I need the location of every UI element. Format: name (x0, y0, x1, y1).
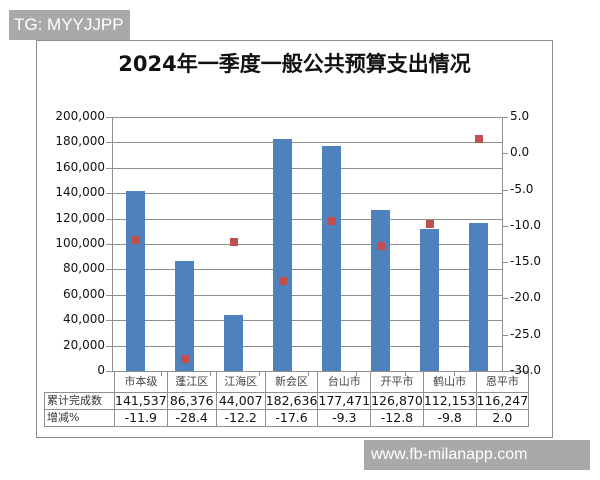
left-tick-mark (106, 167, 112, 169)
gridline (112, 218, 503, 220)
right-tick-mark (503, 371, 508, 372)
left-y-tick-label: 60,000 (63, 286, 105, 301)
bar-3 (224, 315, 244, 371)
cumulative-value: 141,537 (114, 392, 168, 410)
change-value: -9.8 (422, 409, 477, 427)
change-value: -11.9 (114, 409, 168, 427)
cumulative-value: 112,153 (422, 392, 477, 410)
bar-4 (273, 139, 293, 371)
category-label: 蓬江区 (166, 371, 217, 393)
change-marker-6 (376, 242, 385, 251)
left-tick-mark (106, 193, 112, 195)
bar-8 (468, 223, 488, 371)
category-label: 新会区 (264, 371, 319, 393)
change-marker-4 (279, 277, 288, 285)
bar-2 (175, 261, 195, 371)
category-label: 台山市 (317, 371, 372, 393)
change-value: -17.6 (264, 409, 319, 427)
change-marker-3 (230, 237, 239, 246)
change-value: -28.4 (166, 409, 217, 427)
right-tick-mark (503, 117, 508, 118)
bar-7 (419, 228, 439, 371)
watermark-bottom: www.fb-milanapp.com (364, 440, 590, 470)
left-y-tick-label: 40,000 (63, 312, 105, 327)
gridline (112, 244, 503, 245)
bar-6 (370, 209, 390, 371)
left-tick-mark (106, 294, 112, 296)
row-label-cumulative: 累计完成数 (44, 392, 115, 410)
right-tick-mark (503, 298, 508, 300)
left-tick-mark (106, 142, 112, 144)
watermark-top: TG: MYYJJPP (9, 10, 130, 40)
left-y-tick-label: 140,000 (55, 185, 105, 200)
gridline (112, 320, 503, 322)
left-tick-mark (106, 269, 112, 271)
cumulative-value: 44,007 (215, 392, 266, 410)
right-tick-mark (503, 189, 508, 191)
left-y-tick-label: 0 (97, 363, 105, 377)
gridline (112, 167, 503, 169)
category-label: 鹤山市 (422, 371, 477, 393)
bar-5 (321, 145, 341, 371)
change-value: -12.8 (370, 409, 424, 427)
right-y-tick-label: -5.0 (510, 181, 534, 196)
change-value: 2.0 (475, 409, 530, 427)
right-y-tick-label: -20.0 (510, 290, 542, 305)
left-tick-mark (106, 117, 112, 118)
plot-area (112, 117, 503, 376)
right-tick-mark (503, 225, 508, 227)
gridline (112, 345, 503, 347)
category-label: 江海区 (215, 371, 266, 393)
left-y-tick-label: 120,000 (55, 210, 105, 225)
left-tick-mark (106, 244, 112, 245)
data-table: 市本级 蓬江区 江海区 新会区 台山市 开平市 鹤山市 恩平市 累计完成数 141,537 86… (44, 371, 530, 427)
left-y-tick-label: 200,000 (55, 109, 105, 123)
right-y-tick-label: 5.0 (510, 109, 530, 123)
left-tick-mark (106, 218, 112, 220)
cumulative-row: 累计完成数 141,537 86,376 44,007 182,636 177,471 1… (44, 392, 530, 410)
right-tick-mark (503, 153, 508, 155)
left-y-tick-label: 80,000 (63, 261, 105, 276)
right-tick-mark (503, 262, 508, 264)
left-y-tick-label: 20,000 (63, 337, 105, 352)
change-marker-1 (132, 235, 141, 244)
gridline (112, 294, 503, 296)
change-marker-2 (181, 355, 190, 364)
change-value: -12.2 (215, 409, 266, 427)
gridline (112, 269, 503, 271)
bar-1 (126, 191, 146, 371)
cumulative-value: 86,376 (166, 392, 217, 410)
cumulative-value: 182,636 (264, 392, 319, 410)
right-y-tick-label: 0.0 (510, 145, 530, 160)
left-y-tick-label: 180,000 (55, 134, 105, 149)
right-y-tick-label: -30.0 (510, 363, 542, 377)
cumulative-value: 177,471 (317, 392, 372, 410)
category-label: 市本级 (114, 371, 168, 393)
left-tick-mark (106, 371, 112, 372)
change-row: 增减% -11.9 -28.4 -12.2 -17.6 -9.3 -12.8 -9.8 2.0 (44, 409, 530, 427)
right-y-tick-label: -15.0 (510, 254, 542, 269)
row-label-change: 增减% (44, 409, 115, 427)
gridline (112, 117, 503, 118)
left-tick-mark (106, 345, 112, 347)
right-y-tick-label: -25.0 (510, 326, 542, 341)
gridline (112, 193, 503, 195)
right-y-tick-label: -10.0 (510, 217, 542, 232)
chart-title: 2024年一季度一般公共预算支出情况 (118, 52, 471, 76)
category-row: 市本级 蓬江区 江海区 新会区 台山市 开平市 鹤山市 恩平市 (45, 371, 530, 393)
category-label: 开平市 (370, 371, 424, 393)
left-y-tick-label: 160,000 (55, 159, 105, 174)
cumulative-value: 116,247 (475, 392, 530, 410)
right-tick-mark (503, 334, 508, 336)
change-marker-5 (327, 216, 336, 225)
left-y-tick-label: 100,000 (55, 236, 105, 250)
change-marker-7 (425, 220, 434, 229)
gridline (112, 142, 503, 144)
change-marker-8 (474, 134, 483, 143)
left-tick-mark (106, 320, 112, 322)
change-value: -9.3 (317, 409, 372, 427)
cumulative-value: 126,870 (370, 392, 424, 410)
